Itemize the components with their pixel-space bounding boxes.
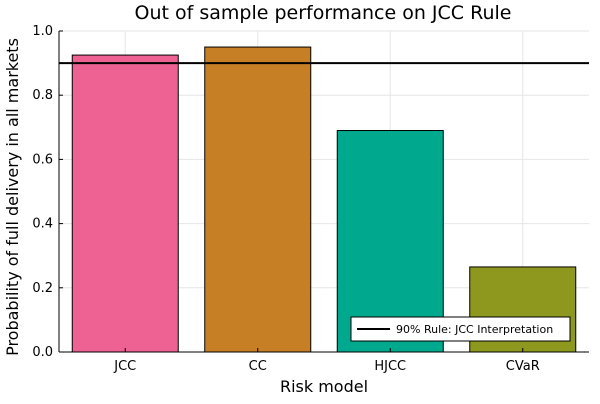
x-axis-label: Risk model <box>280 377 368 396</box>
legend-label: 90% Rule: JCC Interpretation <box>396 323 553 336</box>
x-tick-label: CC <box>249 359 267 374</box>
axes <box>58 31 589 353</box>
x-tick-label: HJCC <box>374 359 406 374</box>
y-tick-label: 0.4 <box>32 217 53 232</box>
bars <box>71 46 577 353</box>
y-tick-label: 0.2 <box>32 281 53 296</box>
y-axis-label: Probability of full delivery in all mark… <box>3 38 22 356</box>
y-tick-label: 1.0 <box>32 24 53 39</box>
y-tick-label: 0.6 <box>32 152 53 167</box>
ticks: 0.0 0.2 0.4 0.6 0.8 1.0 JCC CC HJCC CVaR <box>32 24 539 374</box>
legend: 90% Rule: JCC Interpretation <box>350 316 571 342</box>
bar-hjcc <box>336 130 444 353</box>
bar-jcc <box>71 54 179 353</box>
x-tick-label: JCC <box>113 359 136 374</box>
bar-cc <box>204 46 312 353</box>
x-tick-label: CVaR <box>506 359 540 374</box>
legend-box <box>350 316 571 342</box>
y-tick-label: 0.8 <box>32 88 53 103</box>
y-tick-label: 0.0 <box>32 345 53 360</box>
chart-title: Out of sample performance on JCC Rule <box>135 2 512 24</box>
